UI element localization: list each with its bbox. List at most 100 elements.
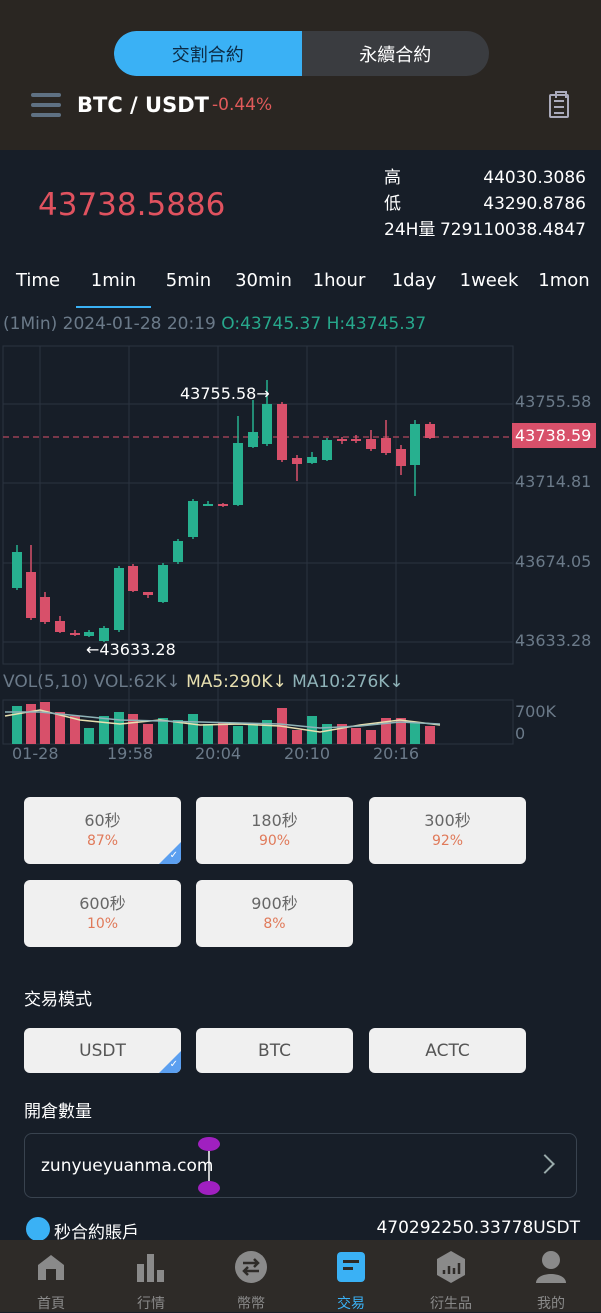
mode-actc[interactable]: ACTC [369,1028,526,1073]
volume-bar [233,726,243,744]
selected-check-icon: ✓ [159,1051,181,1073]
candle [55,621,65,632]
volume-bar [396,718,406,744]
bar-chart-icon [137,1254,164,1282]
chart-info-bar: (1Min) 2024-01-28 20:19 O:43745.37 H:437… [3,314,426,334]
candle [292,458,302,464]
nav-spot[interactable]: 幣幣 [201,1240,301,1312]
nav-label: 幣幣 [237,1296,265,1312]
volume-bar [26,704,36,744]
tab-contract-time[interactable]: 交割合約 [114,31,302,76]
info-high: H:43745.37 [326,314,427,334]
volume-bar [425,726,435,744]
candle [70,633,80,635]
tf-30min[interactable]: 30min [235,270,292,291]
duration-pct: 87% [86,833,119,849]
duration-time: 300秒 [424,811,471,830]
vol-label: 24H量 [384,220,436,240]
vol-legend: VOL(5,10) [3,672,88,692]
candle [337,439,347,441]
duration-option-180[interactable]: 180秒 90% [196,797,353,864]
clipboard-icon[interactable] [549,91,569,118]
x-tick-label: 20:04 [195,744,241,763]
nav-trade[interactable]: 交易 [301,1240,401,1312]
volume-bar [173,720,183,744]
candle [173,541,183,562]
duration-option-600[interactable]: 600秒 10% [24,880,181,947]
nav-derivatives[interactable]: 衍生品 [401,1240,501,1312]
volume-bar [307,716,317,744]
header: 交割合約 永續合約 BTC / USDT -0.44% [0,0,601,150]
volume-bar [55,712,65,744]
duration-option-60[interactable]: 60秒 87% ✓ [24,797,181,864]
mode-btc[interactable]: BTC [196,1028,353,1073]
candle [158,565,168,602]
candle [188,501,198,537]
candle [128,566,138,591]
duration-time: 60秒 [84,811,121,830]
tab-perpetual[interactable]: 永續合約 [359,44,432,66]
volume-bar [12,706,22,744]
quantity-field[interactable] [24,1133,577,1198]
volume-bar [292,730,302,744]
y-tick-label: 43674.05 [515,552,591,571]
tf-1mon[interactable]: 1mon [538,270,590,291]
tf-time[interactable]: Time [15,270,61,291]
candle [203,504,213,506]
candle [40,597,50,622]
high-value: 44030.3086 [483,168,586,188]
tf-1day[interactable]: 1day [391,270,437,291]
nav-market[interactable]: 行情 [101,1240,201,1312]
candle [233,443,243,505]
duration-pct: 8% [263,916,286,932]
candle [114,568,124,630]
quantity-input[interactable] [39,1150,503,1182]
vol-value: 729110038.4847 [439,220,586,240]
duration-time: 180秒 [251,811,298,830]
duration-option-900[interactable]: 900秒 8% [196,880,353,947]
kline-chart[interactable]: 43755.58 43714.81 43674.05 43633.28 4373… [0,340,601,770]
candle [26,572,36,618]
exchange-icon [235,1251,267,1283]
account-balance: 470292250.33778USDT [376,1218,580,1238]
info-time: 20:19 [166,314,216,334]
mode-usdt[interactable]: USDT ✓ [24,1028,181,1073]
chevron-right-icon[interactable] [535,1154,555,1174]
low-label: 低 [384,194,401,214]
volume-bar [218,722,228,744]
pair-change: -0.44% [212,95,273,115]
duration-option-300[interactable]: 300秒 92% [369,797,526,864]
user-icon [536,1251,566,1283]
tf-5min[interactable]: 5min [165,270,212,291]
volume-bar [203,724,213,744]
tf-1min[interactable]: 1min [76,262,151,308]
ticker-stats: 高 44030.3086 低 43290.8786 24H量 729110038.48… [384,166,586,244]
menu-icon[interactable] [31,93,61,119]
candle [262,404,272,444]
nav-home[interactable]: 首頁 [1,1240,101,1312]
tf-1week[interactable]: 1week [459,270,519,291]
duration-pct: 10% [86,916,119,932]
y-tick-label: 43714.81 [515,472,591,491]
kline-chart-svg[interactable]: 43755.58 43714.81 43674.05 43633.28 4373… [0,340,601,770]
vol-tick-label: 700K [515,702,557,721]
info-date: 2024-01-28 [62,314,162,334]
tf-1hour[interactable]: 1hour [312,270,366,291]
nav-label: 行情 [137,1296,165,1312]
x-tick-label: 01-28 [12,744,59,763]
timeframe-tabs: Time 1min 5min 30min 1hour 1day 1week 1m… [0,262,601,308]
nav-profile[interactable]: 我的 [501,1240,601,1312]
volume-bar [337,724,347,744]
volume-bar [410,722,420,744]
info-open: O:43745.37 [221,314,322,334]
ma10-line [5,711,441,729]
volume-bar [70,716,80,744]
pair-symbol[interactable]: BTC / USDT [77,93,209,117]
volume-bar [381,718,391,744]
volume-bar [262,720,272,744]
volume-bar [40,702,50,744]
volume-bar [143,724,153,744]
ma5-line [4,709,441,733]
text-cursor-handle-icon[interactable] [198,1135,220,1197]
nav-label: 首頁 [37,1296,65,1312]
